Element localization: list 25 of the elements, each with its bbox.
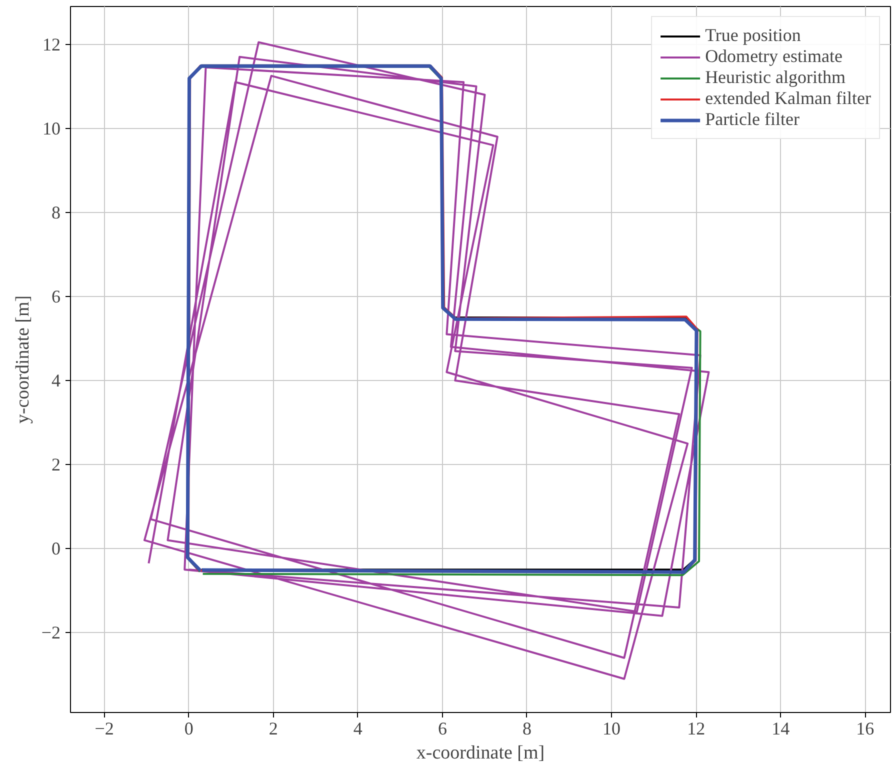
x-tick-label: 0: [184, 718, 194, 738]
x-tick-label: 14: [772, 718, 790, 738]
legend-label: True position: [705, 25, 801, 46]
legend-label: Heuristic algorithm: [705, 67, 846, 88]
x-axis-title: x-coordinate [m]: [416, 742, 545, 764]
y-axis-title: y-coordinate [m]: [12, 295, 34, 424]
x-tick-label: −2: [94, 718, 114, 738]
legend-label: Odometry estimate: [705, 46, 843, 67]
legend-label: Particle filter: [705, 109, 800, 130]
y-tick-label: −2: [41, 622, 61, 643]
y-tick-label: 8: [52, 202, 60, 222]
y-tick-label: 4: [52, 370, 60, 391]
x-tick-label: 2: [268, 718, 278, 738]
x-tick-label: 16: [856, 718, 874, 738]
x-tick-label: 12: [687, 718, 706, 738]
x-tick-label: 8: [522, 718, 532, 738]
legend-label: extended Kalman filter: [705, 88, 871, 109]
x-tick-label: 10: [602, 718, 621, 738]
y-tick-label: 10: [42, 118, 60, 138]
y-tick-label: 6: [52, 286, 60, 306]
y-tick-label: 2: [52, 454, 60, 475]
x-tick-label: 6: [438, 718, 447, 738]
y-tick-label: 12: [42, 34, 60, 54]
y-tick-label: 0: [52, 538, 60, 559]
x-tick-label: 4: [353, 718, 362, 738]
